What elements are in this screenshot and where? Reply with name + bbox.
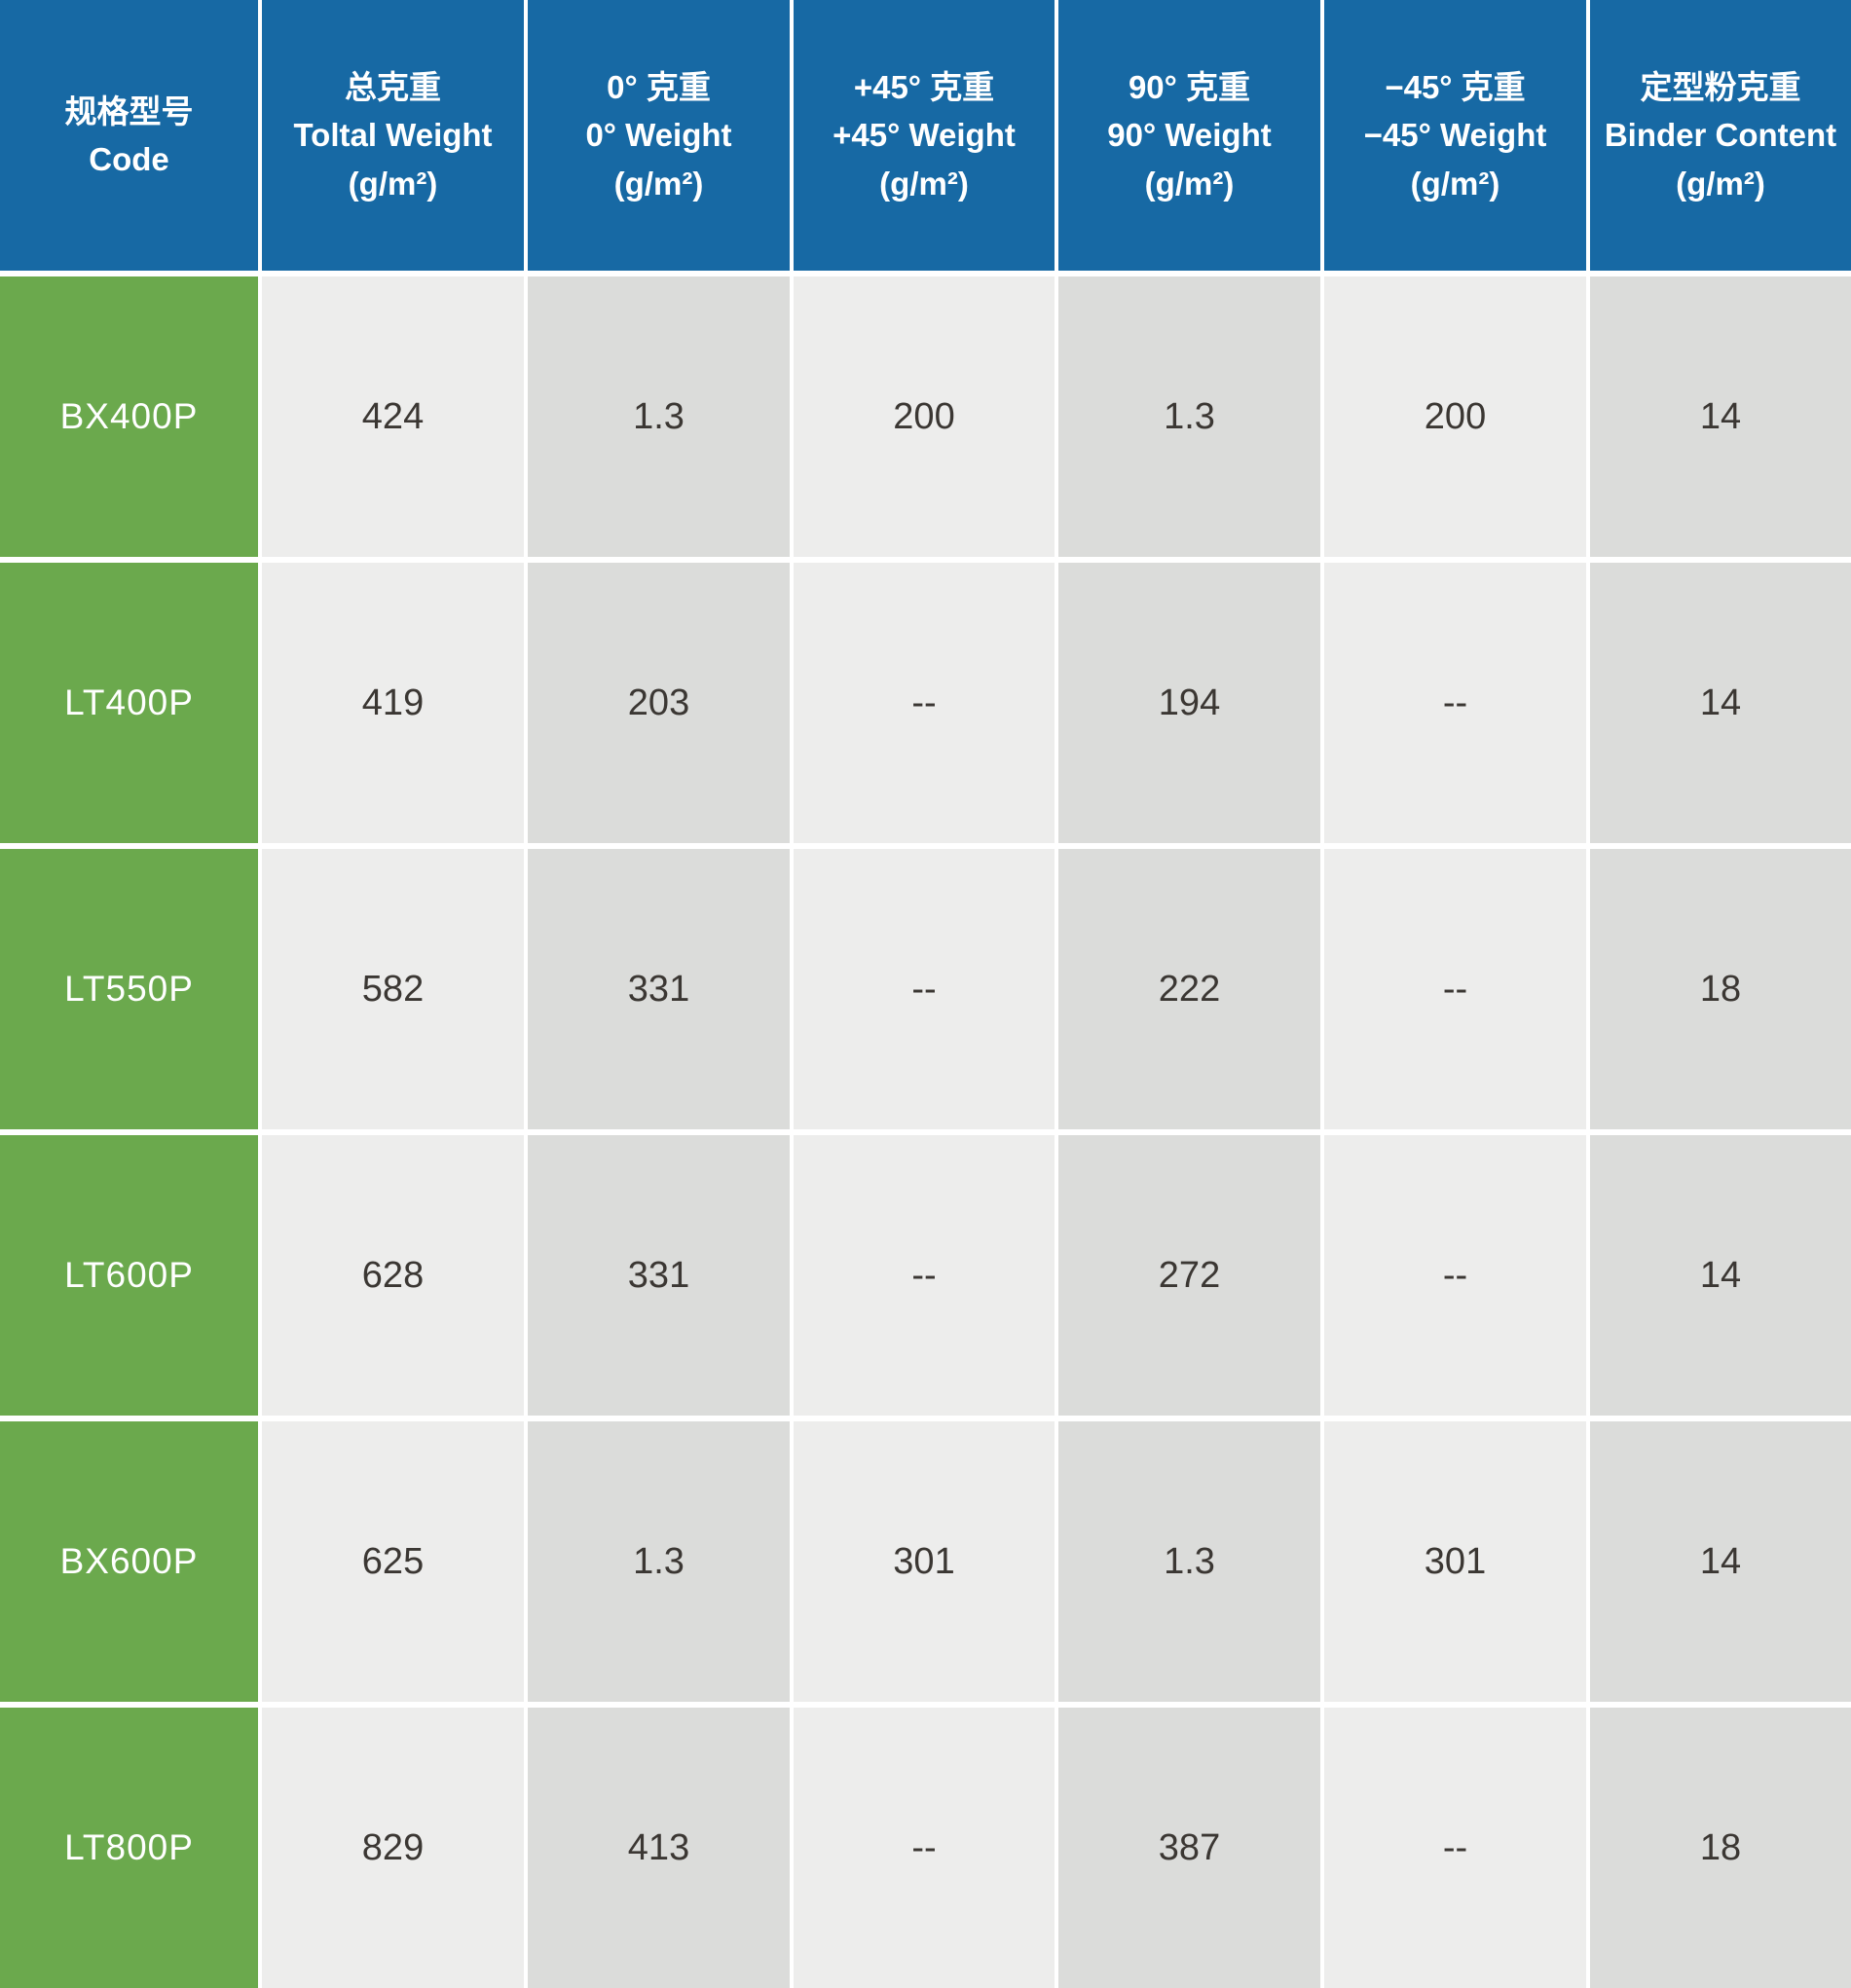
value-cell-90deg: 1.3 xyxy=(1058,276,1320,557)
value-cell-total-weight: 625 xyxy=(262,1421,524,1702)
value-cell-plus45deg: -- xyxy=(794,1135,1055,1416)
value-cell-0deg: 1.3 xyxy=(528,1421,790,1702)
value-cell-90deg: 194 xyxy=(1058,563,1320,843)
header-en-label: Toltal Weight xyxy=(293,117,493,154)
header-en-label: −45° Weight xyxy=(1363,117,1547,154)
header-zh-label: 总克重 xyxy=(345,68,441,105)
header-cell-code: 规格型号 Code xyxy=(0,0,258,271)
header-unit-label: (g/m²) xyxy=(1676,165,1765,202)
header-unit-label: (g/m²) xyxy=(1410,165,1500,202)
value-cell-minus45deg: -- xyxy=(1324,849,1586,1129)
header-cell-minus45deg-weight: −45° 克重 −45° Weight (g/m²) xyxy=(1324,0,1586,271)
header-cell-binder-content: 定型粉克重 Binder Content (g/m²) xyxy=(1590,0,1851,271)
value-cell-0deg: 331 xyxy=(528,1135,790,1416)
code-cell: LT600P xyxy=(0,1135,258,1416)
header-unit-label: (g/m²) xyxy=(1144,165,1235,202)
value-cell-minus45deg: -- xyxy=(1324,1135,1586,1416)
code-cell: LT550P xyxy=(0,849,258,1129)
code-cell: BX400P xyxy=(0,276,258,557)
header-zh-label: +45° 克重 xyxy=(853,68,995,105)
value-cell-binder: 18 xyxy=(1590,1708,1851,1988)
header-zh-label: 定型粉克重 xyxy=(1640,68,1801,105)
value-cell-0deg: 203 xyxy=(528,563,790,843)
value-cell-90deg: 272 xyxy=(1058,1135,1320,1416)
value-cell-minus45deg: -- xyxy=(1324,1708,1586,1988)
header-en-label: 90° Weight xyxy=(1107,117,1272,154)
value-cell-minus45deg: 301 xyxy=(1324,1421,1586,1702)
header-zh-label: −45° 克重 xyxy=(1385,68,1526,105)
header-cell-0deg-weight: 0° 克重 0° Weight (g/m²) xyxy=(528,0,790,271)
value-cell-total-weight: 419 xyxy=(262,563,524,843)
value-cell-plus45deg: -- xyxy=(794,563,1055,843)
value-cell-90deg: 1.3 xyxy=(1058,1421,1320,1702)
value-cell-binder: 14 xyxy=(1590,563,1851,843)
value-cell-total-weight: 424 xyxy=(262,276,524,557)
header-cell-total-weight: 总克重 Toltal Weight (g/m²) xyxy=(262,0,524,271)
code-cell: LT400P xyxy=(0,563,258,843)
header-en-label: 0° Weight xyxy=(585,117,732,154)
header-en-label: Code xyxy=(89,141,169,177)
header-unit-label: (g/m²) xyxy=(879,165,969,202)
value-cell-plus45deg: 200 xyxy=(794,276,1055,557)
value-cell-plus45deg: -- xyxy=(794,1708,1055,1988)
value-cell-plus45deg: -- xyxy=(794,849,1055,1129)
value-cell-0deg: 331 xyxy=(528,849,790,1129)
header-unit-label: (g/m²) xyxy=(348,165,438,202)
value-cell-90deg: 387 xyxy=(1058,1708,1320,1988)
value-cell-total-weight: 829 xyxy=(262,1708,524,1988)
code-cell: LT800P xyxy=(0,1708,258,1988)
value-cell-90deg: 222 xyxy=(1058,849,1320,1129)
code-cell: BX600P xyxy=(0,1421,258,1702)
value-cell-0deg: 413 xyxy=(528,1708,790,1988)
value-cell-total-weight: 628 xyxy=(262,1135,524,1416)
value-cell-binder: 18 xyxy=(1590,849,1851,1129)
header-zh-label: 90° 克重 xyxy=(1128,68,1251,105)
header-en-label: +45° Weight xyxy=(833,117,1016,154)
header-en-label: Binder Content xyxy=(1604,117,1837,154)
header-cell-90deg-weight: 90° 克重 90° Weight (g/m²) xyxy=(1058,0,1320,271)
header-cell-plus45deg-weight: +45° 克重 +45° Weight (g/m²) xyxy=(794,0,1055,271)
header-zh-label: 规格型号 xyxy=(64,92,194,129)
value-cell-binder: 14 xyxy=(1590,276,1851,557)
header-unit-label: (g/m²) xyxy=(613,165,704,202)
value-cell-binder: 14 xyxy=(1590,1135,1851,1416)
value-cell-binder: 14 xyxy=(1590,1421,1851,1702)
value-cell-minus45deg: -- xyxy=(1324,563,1586,843)
header-zh-label: 0° 克重 xyxy=(607,68,711,105)
value-cell-0deg: 1.3 xyxy=(528,276,790,557)
value-cell-plus45deg: 301 xyxy=(794,1421,1055,1702)
value-cell-total-weight: 582 xyxy=(262,849,524,1129)
value-cell-minus45deg: 200 xyxy=(1324,276,1586,557)
